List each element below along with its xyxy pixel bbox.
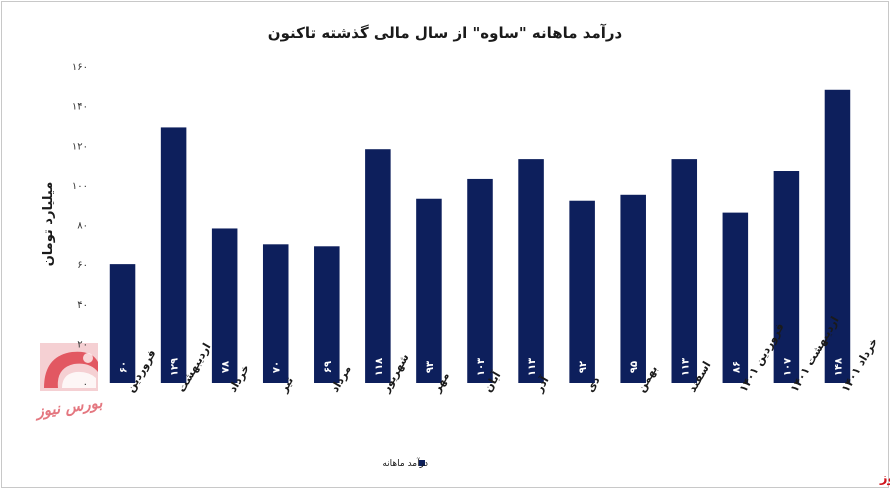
- data-label: ۹۳: [425, 361, 436, 373]
- bar: [314, 246, 340, 383]
- data-label: ۱۴۸: [833, 358, 844, 376]
- y-tick-label: ۸۰: [77, 221, 88, 232]
- data-label: ۱۲۹: [170, 358, 181, 376]
- y-tick-label: ۲۰: [77, 339, 88, 350]
- bar: [365, 149, 391, 383]
- y-axis-label: میلیارد تومان: [41, 182, 56, 267]
- data-label: ۱۰۳: [476, 358, 487, 376]
- data-label: ۶۹: [323, 361, 334, 373]
- bar: [620, 194, 646, 383]
- y-tick-label: ۱۲۰: [72, 141, 88, 152]
- data-label: ۹۲: [578, 361, 589, 373]
- bar: [160, 127, 187, 383]
- chart-title: درآمد ماهانه "ساوه" از سال مالی گذشته تا…: [268, 24, 623, 42]
- bar: [773, 171, 800, 383]
- legend: درآمد ماهانه: [382, 457, 428, 469]
- data-label: ۱۰۷: [782, 358, 793, 376]
- bar: [262, 244, 289, 383]
- bar: [671, 159, 698, 383]
- bar: [518, 159, 544, 383]
- bar-series: ۶۰ ۱۲۹ ۷۸ ۷۰ ۶۹ ۱۱۸ ۹۳ ۱۰۳ ۱۱۳ ۹۲ ۹۵ ۱۱۳ ۸۶ ۱۰۷ ۱۴۸: [109, 89, 851, 384]
- data-label: ۱۱۳: [680, 358, 691, 376]
- y-tick-label: ۰: [83, 379, 88, 390]
- bar: [109, 264, 136, 383]
- bar: [569, 200, 595, 383]
- y-tick-label: ۱۶۰: [72, 62, 88, 73]
- data-label: ۶۰: [119, 361, 130, 373]
- y-tick-label: ۶۰: [77, 260, 88, 271]
- legend-label: درآمد ماهانه: [382, 457, 428, 469]
- bar: [416, 198, 442, 383]
- data-label: ۱۱۳: [527, 358, 538, 376]
- data-label: ۱۱۸: [374, 358, 385, 376]
- y-tick-label: ۱۰۰: [72, 181, 88, 192]
- y-tick-label: ۴۰: [77, 300, 88, 311]
- legend-swatch: [419, 460, 425, 466]
- bar: [824, 89, 851, 384]
- bar: [211, 228, 238, 383]
- data-label: ۸۶: [731, 361, 742, 373]
- y-axis: ۰ ۲۰ ۴۰ ۶۰ ۸۰ ۱۰۰ ۱۲۰ ۱۴۰ ۱۶۰: [72, 62, 88, 390]
- bar: [722, 212, 749, 383]
- data-label: ۷۸: [221, 361, 232, 373]
- y-tick-label: ۱۴۰: [72, 102, 88, 113]
- data-label: ۹۵: [629, 361, 640, 373]
- data-label: ۷۰: [272, 361, 283, 373]
- logo-icon: [40, 343, 98, 391]
- source-brand: بورس نیوز: [879, 471, 890, 486]
- bar: [467, 178, 493, 383]
